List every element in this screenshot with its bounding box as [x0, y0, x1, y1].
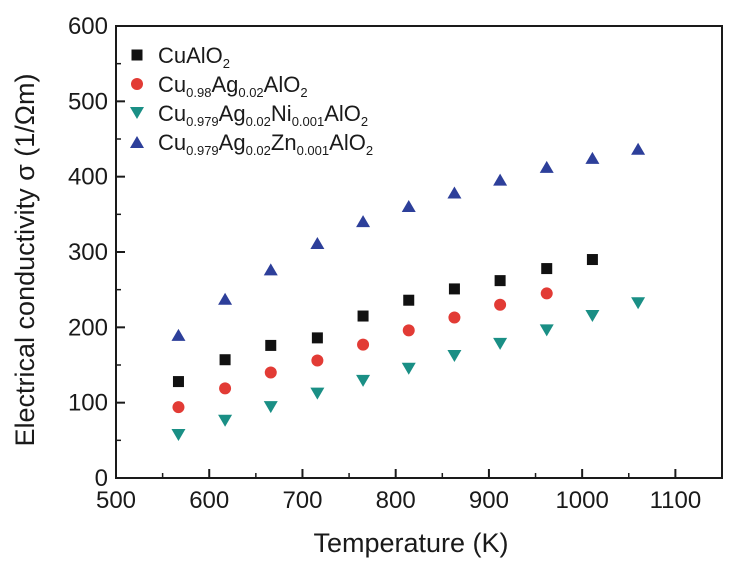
data-point	[403, 294, 415, 306]
y-tick-label: 0	[95, 465, 108, 492]
data-point	[263, 401, 278, 414]
y-axis-title: Electrical conductivity σ (1/Ωm)	[10, 74, 40, 447]
data-point	[631, 297, 646, 310]
data-point	[219, 382, 232, 395]
legend-label: Cu0.98Ag0.02AlO2	[158, 72, 308, 100]
data-point	[265, 339, 277, 351]
y-tick-label: 600	[68, 13, 108, 40]
legend-label: Cu0.979Ag0.02Zn0.001AlO2	[158, 130, 373, 158]
y-tick-label: 500	[68, 88, 108, 115]
y-tick-label: 300	[68, 239, 108, 266]
data-point	[494, 275, 506, 287]
data-point	[539, 160, 554, 173]
data-point	[631, 142, 646, 155]
legend-item-2: Cu0.98Ag0.02AlO2	[131, 72, 308, 100]
axes: 500 600 700 800 900 1000 1100 0 100 200 300 400 500 6…	[68, 13, 723, 514]
data-point	[356, 374, 371, 387]
data-point	[401, 362, 416, 375]
data-point	[448, 283, 460, 295]
y-tick-label: 400	[68, 164, 108, 191]
data-point	[218, 414, 233, 427]
data-point	[264, 366, 277, 379]
x-tick-label: 700	[282, 487, 322, 514]
x-tick-label: 900	[469, 487, 509, 514]
legend-label: Cu0.979Ag0.02Ni0.001AlO2	[158, 101, 368, 129]
data-point	[402, 324, 415, 337]
data-point	[219, 354, 231, 366]
series-4	[171, 142, 646, 341]
data-point	[493, 337, 508, 350]
y-tick-label: 100	[68, 390, 108, 417]
legend: CuAlO2Cu0.98Ag0.02AlO2Cu0.979Ag0.02Ni0.0…	[130, 43, 373, 158]
data-marks	[171, 142, 646, 442]
x-tick-label: 600	[189, 487, 229, 514]
x-tick-label: 1000	[555, 487, 608, 514]
data-point	[171, 328, 186, 341]
data-point	[541, 263, 553, 275]
data-point	[540, 287, 553, 300]
y-tick-label: 200	[68, 314, 108, 341]
series-3	[171, 297, 646, 442]
data-point	[357, 338, 370, 351]
legend-label: CuAlO2	[158, 43, 230, 71]
legend-item-1: CuAlO2	[131, 43, 230, 71]
data-point	[172, 376, 184, 388]
data-point	[447, 349, 462, 362]
legend-marker	[131, 49, 143, 61]
data-point	[311, 354, 324, 367]
data-point	[586, 254, 598, 266]
data-point	[172, 401, 185, 414]
series-2	[172, 287, 553, 414]
data-point	[310, 387, 325, 400]
legend-marker	[130, 136, 144, 148]
data-point	[357, 310, 369, 322]
legend-item-3: Cu0.979Ag0.02Ni0.001AlO2	[130, 101, 368, 129]
data-point	[356, 215, 371, 228]
legend-marker	[131, 78, 143, 90]
legend-marker	[130, 107, 144, 119]
data-point	[218, 292, 233, 305]
x-tick-label: 800	[376, 487, 416, 514]
data-point	[310, 236, 325, 249]
data-point	[311, 332, 323, 344]
series-1	[172, 254, 598, 388]
x-axis-title: Temperature (K)	[313, 528, 508, 558]
data-point	[171, 429, 186, 442]
data-point	[447, 186, 462, 199]
data-point	[493, 173, 508, 186]
data-point	[448, 311, 461, 324]
x-tick-label: 500	[96, 487, 136, 514]
data-point	[494, 298, 507, 311]
data-point	[585, 310, 600, 323]
legend-item-4: Cu0.979Ag0.02Zn0.001AlO2	[130, 130, 373, 158]
data-point	[263, 263, 278, 276]
x-tick-label: 1100	[650, 487, 702, 514]
data-point	[401, 200, 416, 213]
data-point	[585, 151, 600, 164]
data-point	[539, 324, 554, 337]
